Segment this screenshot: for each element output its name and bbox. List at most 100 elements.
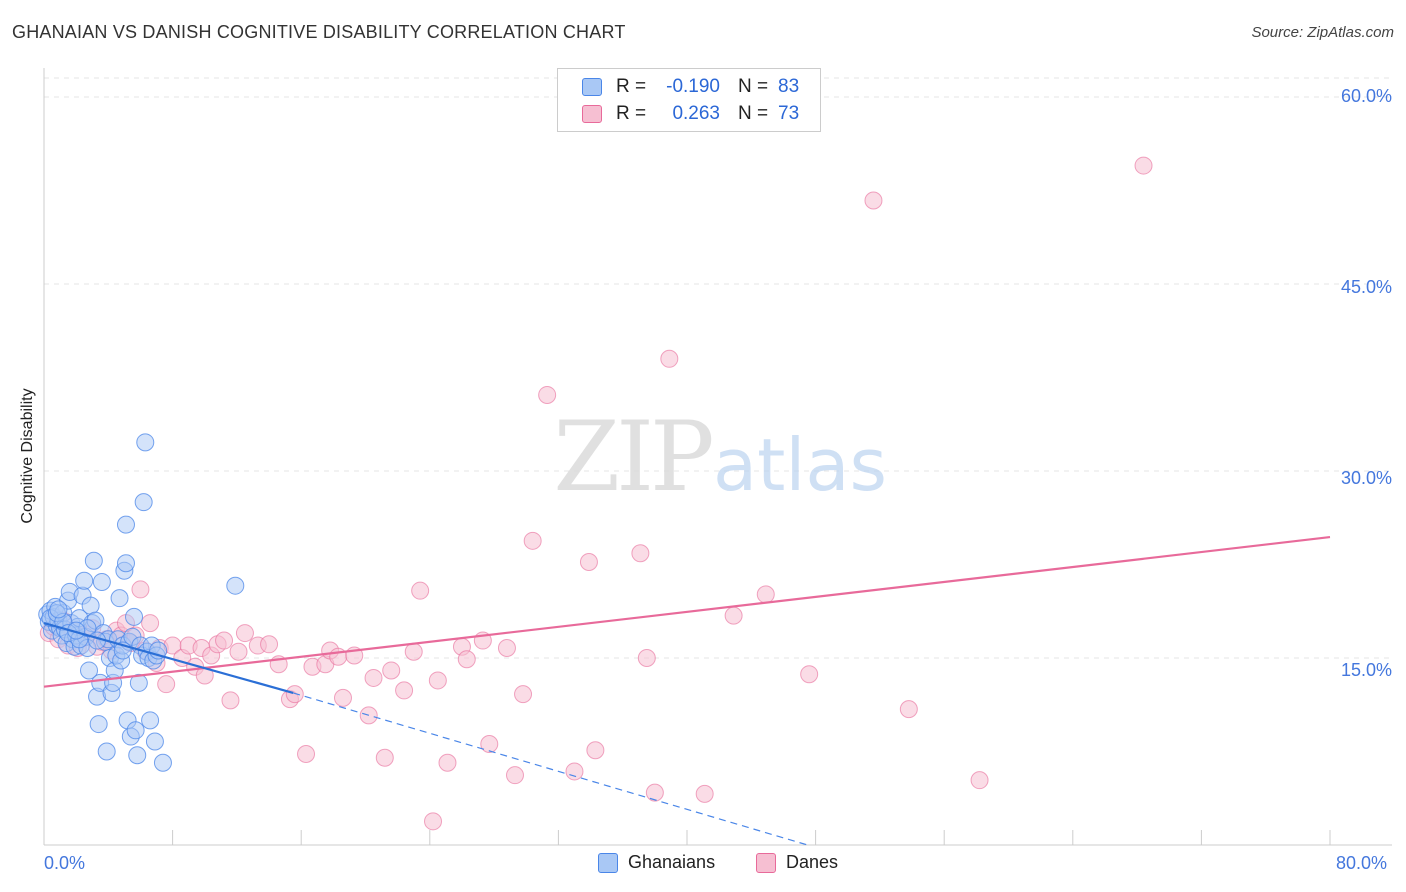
y-axis-label: Cognitive Disability [19, 388, 36, 524]
data-point-ghanaians [80, 661, 99, 680]
data-point-ghanaians [116, 554, 135, 573]
series-ghanaians [38, 433, 245, 772]
data-point-ghanaians [141, 711, 160, 730]
data-point-danes [457, 650, 476, 669]
data-point-danes [235, 624, 254, 643]
data-point-danes [438, 753, 457, 772]
data-point-danes [364, 668, 383, 687]
data-point-danes [395, 681, 414, 700]
trend-line-ghanaians [43, 622, 294, 694]
r-label: R = [616, 76, 647, 97]
data-point-danes [157, 675, 176, 694]
r-label: R = [616, 103, 647, 124]
data-point-danes [637, 649, 656, 667]
data-point-danes [382, 661, 401, 680]
data-point-ghanaians [145, 732, 164, 751]
data-point-danes [631, 544, 650, 563]
data-point-danes [645, 783, 664, 802]
data-point-ghanaians [75, 571, 94, 590]
x-tick-label-min: 0.0% [44, 853, 86, 873]
data-point-danes [221, 691, 240, 710]
data-point-danes [428, 671, 447, 690]
gridlines [44, 77, 1392, 659]
r-value: -0.190 [666, 76, 720, 97]
source-label: Source: ZipAtlas.com [1251, 24, 1394, 41]
data-point-danes [1134, 156, 1153, 175]
y-tick-label: 15.0% [1340, 660, 1392, 680]
data-point-danes [497, 639, 516, 658]
data-point-danes [505, 766, 524, 785]
data-point-ghanaians [128, 746, 147, 765]
data-point-danes [695, 784, 714, 803]
legend-label-danes: Danes [786, 852, 839, 872]
n-value: 73 [778, 103, 800, 124]
data-point-ghanaians [126, 721, 145, 740]
data-point-danes [899, 700, 918, 719]
y-tick-label: 60.0% [1340, 86, 1392, 106]
data-point-danes [260, 635, 279, 654]
data-point-danes [375, 748, 394, 767]
data-point-danes [404, 642, 423, 661]
data-point-danes [411, 581, 430, 600]
data-point-danes [514, 685, 533, 704]
data-point-danes [480, 735, 499, 754]
data-point-ghanaians [136, 433, 155, 452]
y-tick-label: 45.0% [1340, 277, 1392, 297]
legend-row-ghanaians: R = -0.190 N = 83 [582, 75, 799, 99]
data-point-ghanaians [97, 742, 116, 761]
data-point-ghanaians [226, 576, 245, 595]
data-point-danes [724, 606, 743, 625]
trend-lines [43, 535, 1331, 846]
r-value: 0.263 [672, 103, 720, 124]
data-point-ghanaians [84, 551, 103, 570]
data-point-danes [586, 741, 605, 760]
data-point-danes [333, 688, 352, 707]
data-point-danes [565, 762, 584, 781]
data-point-danes [579, 553, 598, 572]
data-point-danes [424, 812, 443, 831]
data-point-ghanaians [153, 753, 172, 772]
data-point-danes [297, 744, 316, 763]
chart-title: GHANAIAN VS DANISH COGNITIVE DISABILITY … [12, 22, 626, 42]
legend-row-danes: R = 0.263 N = 73 [582, 102, 799, 126]
legend-swatch-ghanaians [598, 852, 618, 873]
axes [43, 68, 1392, 846]
data-point-danes [864, 191, 883, 210]
data-point-danes [660, 349, 679, 368]
data-point-danes [970, 771, 989, 790]
data-point-ghanaians [49, 600, 68, 619]
n-label: N = [738, 103, 769, 124]
n-value: 83 [778, 76, 800, 97]
data-point-ghanaians [129, 673, 148, 692]
data-point-ghanaians [134, 493, 153, 512]
data-point-ghanaians [110, 589, 129, 608]
legend-item-ghanaians[interactable]: Ghanaians [598, 852, 715, 873]
y-tick-label: 30.0% [1340, 468, 1392, 488]
legend-swatch-danes [756, 852, 776, 873]
data-point-danes [215, 631, 234, 650]
data-point-ghanaians [116, 515, 135, 534]
x-tick-label-max: 80.0% [1336, 853, 1388, 873]
watermark-zip: ZIP [553, 401, 712, 513]
legend-label-ghanaians: Ghanaians [628, 852, 716, 872]
watermark-atlas: atlas [713, 423, 887, 507]
data-point-ghanaians [92, 572, 111, 591]
data-point-danes [141, 614, 160, 633]
data-point-ghanaians [125, 607, 144, 626]
data-point-danes [229, 642, 248, 661]
legend-swatch-ghanaians [582, 78, 602, 96]
data-point-danes [285, 685, 304, 704]
legend-item-danes[interactable]: Danes [756, 852, 838, 873]
trend-line-danes [43, 535, 1331, 688]
data-point-danes [800, 665, 819, 684]
stats-legend: R = -0.190 N = 83 R = 0.263 N = 73 [557, 68, 821, 132]
data-point-danes [523, 531, 542, 550]
data-point-danes [538, 385, 557, 404]
data-point-ghanaians [89, 715, 108, 734]
n-label: N = [738, 76, 769, 97]
data-point-danes [756, 585, 775, 604]
data-point-ghanaians [81, 596, 100, 615]
legend-swatch-danes [582, 105, 602, 123]
data-point-danes [131, 580, 150, 599]
